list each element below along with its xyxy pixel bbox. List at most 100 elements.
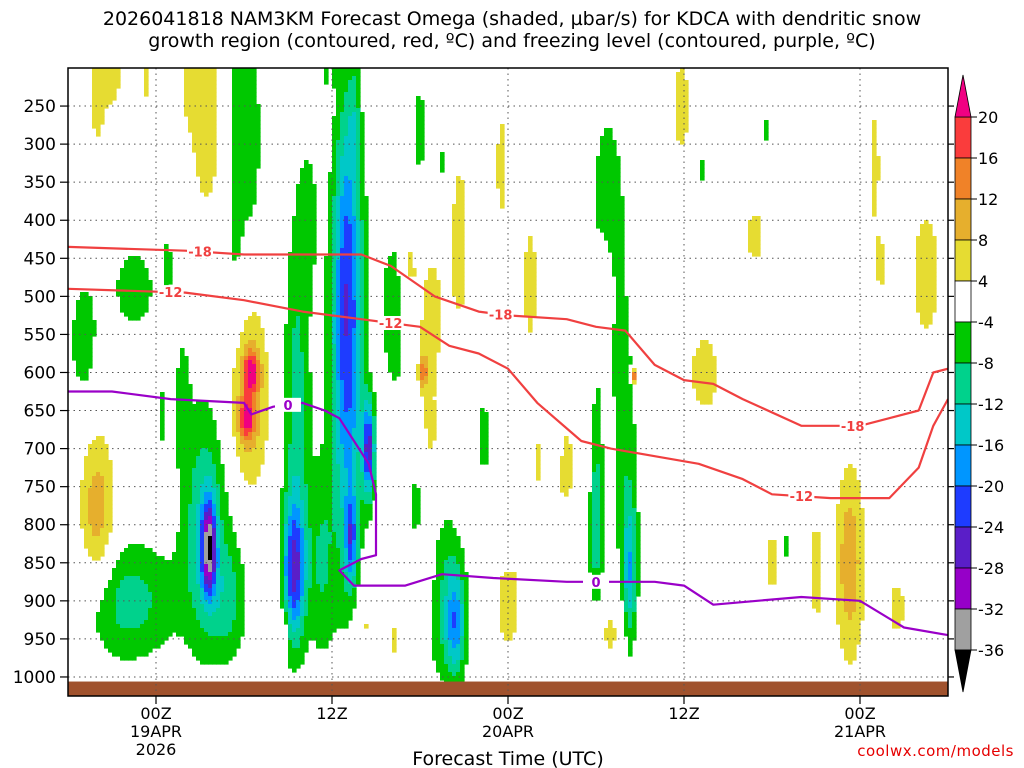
omega-cell — [484, 428, 489, 433]
omega-cell — [304, 480, 309, 485]
omega-cell — [192, 408, 197, 413]
omega-cell — [596, 500, 601, 505]
omega-cell — [348, 312, 353, 317]
omega-cell — [392, 268, 397, 273]
omega-cell — [252, 380, 257, 385]
omega-cell — [500, 184, 505, 189]
omega-cell — [300, 204, 305, 209]
omega-cell — [136, 284, 141, 289]
omega-cell — [416, 96, 421, 101]
omega-cell — [256, 372, 261, 377]
omega-cell — [300, 524, 305, 529]
omega-cell — [372, 408, 377, 413]
omega-cell — [308, 372, 313, 377]
omega-cell — [184, 76, 189, 81]
omega-cell — [284, 432, 289, 437]
omega-cell — [300, 292, 305, 297]
omega-cell — [296, 372, 301, 377]
omega-cell — [692, 376, 697, 381]
omega-cell — [328, 328, 333, 333]
omega-cell — [236, 88, 241, 93]
omega-cell — [308, 440, 313, 445]
omega-cell — [304, 272, 309, 277]
omega-cell — [608, 216, 613, 221]
omega-cell — [252, 392, 257, 397]
omega-cell — [704, 352, 709, 357]
omega-cell — [440, 160, 445, 165]
omega-cell — [208, 448, 213, 453]
omega-cell — [872, 140, 877, 145]
omega-cell — [616, 432, 621, 437]
omega-cell — [104, 524, 109, 529]
omega-cell — [328, 432, 333, 437]
omega-cell — [96, 484, 101, 489]
omega-cell — [412, 500, 417, 505]
omega-cell — [620, 272, 625, 277]
omega-cell — [608, 156, 613, 161]
omega-cell — [200, 80, 205, 85]
omega-cell — [248, 468, 253, 473]
omega-cell — [528, 328, 533, 333]
omega-cell — [332, 200, 337, 205]
omega-cell — [632, 488, 637, 493]
omega-cell — [340, 432, 345, 437]
omega-cell — [308, 396, 313, 401]
omega-cell — [180, 472, 185, 477]
omega-cell — [396, 280, 401, 285]
omega-cell — [236, 396, 241, 401]
omega-cell — [176, 376, 181, 381]
omega-cell — [384, 340, 389, 345]
omega-cell — [344, 424, 349, 429]
omega-cell — [308, 196, 313, 201]
omega-cell — [260, 352, 265, 357]
omega-cell — [696, 352, 701, 357]
omega-cell — [212, 92, 217, 97]
omega-cell — [348, 408, 353, 413]
omega-cell — [328, 492, 333, 497]
omega-cell — [356, 220, 361, 225]
omega-cell — [360, 176, 365, 181]
omega-cell — [96, 460, 101, 465]
omega-cell — [344, 416, 349, 421]
omega-cell — [344, 176, 349, 181]
omega-cell — [288, 516, 293, 521]
omega-cell — [428, 436, 433, 441]
omega-cell — [324, 72, 329, 77]
omega-cell — [616, 460, 621, 465]
omega-cell — [200, 72, 205, 77]
omega-cell — [616, 272, 621, 277]
omega-cell — [304, 224, 309, 229]
omega-cell — [592, 428, 597, 433]
omega-cell — [212, 96, 217, 101]
omega-cell — [304, 396, 309, 401]
omega-cell — [200, 424, 205, 429]
omega-cell — [392, 264, 397, 269]
omega-cell — [76, 372, 81, 377]
omega-cell — [360, 228, 365, 233]
omega-cell — [332, 472, 337, 477]
omega-cell — [348, 276, 353, 281]
omega-cell — [336, 172, 341, 177]
omega-cell — [216, 448, 221, 453]
omega-cell — [216, 476, 221, 481]
omega-cell — [312, 228, 317, 233]
omega-cell — [248, 168, 253, 173]
omega-cell — [328, 452, 333, 457]
omega-cell — [232, 148, 237, 153]
omega-cell — [608, 220, 613, 225]
omega-cell — [312, 456, 317, 461]
omega-cell — [704, 356, 709, 361]
omega-cell — [628, 448, 633, 453]
omega-cell — [752, 252, 757, 257]
omega-cell — [360, 448, 365, 453]
omega-cell — [368, 384, 373, 389]
omega-cell — [620, 356, 625, 361]
omega-cell — [340, 136, 345, 141]
omega-cell — [616, 372, 621, 377]
omega-cell — [200, 408, 205, 413]
omega-cell — [104, 448, 109, 453]
omega-cell — [456, 192, 461, 197]
omega-cell — [428, 308, 433, 313]
omega-cell — [284, 464, 289, 469]
omega-cell — [212, 124, 217, 129]
